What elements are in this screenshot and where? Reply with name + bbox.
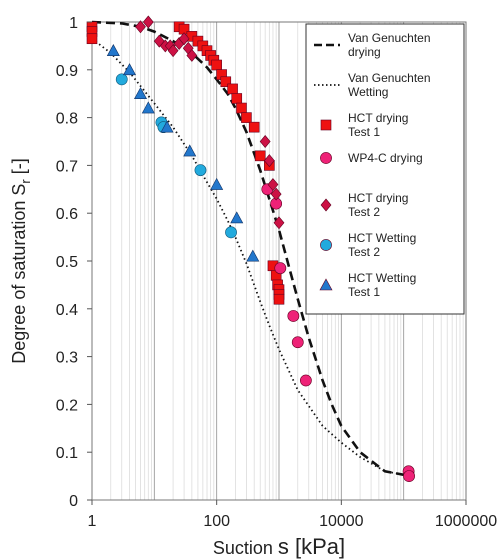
data-point [227, 83, 238, 95]
data-point [194, 164, 207, 177]
data-point [135, 20, 146, 34]
y-tick-label: 0.1 [56, 445, 78, 462]
y-axis-label-unit: [-] [9, 158, 29, 179]
data-point [115, 73, 128, 86]
series-5 [115, 73, 237, 239]
legend-label: WP4-C drying [348, 151, 423, 165]
y-axis-label: Degree of saturation Sr [-] [9, 158, 33, 363]
data-point [274, 262, 287, 275]
data-point [211, 59, 222, 71]
y-tick-label: 0.4 [56, 302, 78, 319]
y-tick-label: 1 [69, 15, 78, 32]
series-0 [91, 20, 412, 478]
legend-swatch [320, 119, 332, 131]
data-point [167, 44, 179, 58]
legend-label: drying [348, 45, 381, 59]
series-line [91, 37, 411, 477]
data-point [106, 44, 120, 56]
legend-swatch [319, 278, 333, 291]
y-tick-label: 0.6 [56, 206, 78, 223]
legend-item: WP4-C drying [320, 151, 423, 165]
legend-label: HCT Wetting [348, 271, 416, 285]
y-axis-label-text: Degree of saturation S [9, 184, 29, 364]
axes: 1 100 10000 1000000 0 0.1 0.2 0.3 0.4 0.5 0.6 0.7 0.… [56, 15, 497, 530]
y-tick-label: 0.8 [56, 111, 78, 128]
legend-label: HCT drying [348, 191, 408, 205]
legend-swatch [320, 152, 332, 164]
data-point [403, 470, 415, 482]
legend-label: Van Genuchten [348, 71, 431, 85]
data-point [273, 293, 285, 305]
data-point [133, 87, 148, 99]
series-6 [106, 44, 260, 262]
x-tick-label: 1 [88, 513, 97, 530]
legend-label: Wetting [348, 85, 388, 99]
series-1 [91, 37, 411, 477]
legend-label: Test 2 [348, 245, 380, 259]
data-point [142, 15, 154, 29]
data-point [160, 120, 174, 133]
data-point [183, 144, 197, 157]
y-tick-label: 0.5 [56, 254, 78, 271]
x-tick-label: 100 [203, 513, 230, 530]
data-point [141, 101, 155, 114]
data-point [231, 93, 243, 104]
x-tick-label: 1000000 [435, 513, 497, 530]
data-point [236, 102, 247, 114]
data-point [248, 121, 260, 133]
data-point [299, 374, 312, 387]
data-point [263, 154, 275, 168]
legend-label: HCT Wetting [348, 231, 416, 245]
series-2 [86, 21, 285, 305]
legend-swatch [320, 239, 332, 251]
x-axis-label: Suction s [kPa] [213, 534, 345, 559]
data-point [186, 48, 198, 62]
series-line [91, 20, 412, 478]
legend-label: Van Genuchten [348, 31, 431, 45]
data-point [246, 249, 260, 262]
data-point [273, 216, 285, 230]
data-point [210, 177, 224, 190]
legend-swatch [320, 198, 332, 212]
legend-label: Test 1 [348, 285, 380, 299]
y-tick-label: 0.2 [56, 397, 78, 414]
y-tick-label: 0.7 [56, 158, 78, 175]
series-layer [86, 15, 415, 482]
data-point [287, 310, 300, 322]
legend-box [305, 23, 465, 315]
y-tick-label: 0 [69, 493, 78, 510]
data-point [270, 187, 282, 201]
data-point [254, 150, 266, 162]
data-point [178, 32, 190, 46]
y-tick-label: 0.3 [56, 350, 78, 367]
series-3 [261, 183, 415, 482]
data-point [225, 226, 237, 239]
data-point [267, 178, 279, 191]
y-tick-label: 0.9 [56, 63, 78, 80]
x-axis-label-symbol: s [278, 534, 289, 559]
y-axis-label-sub: r [18, 179, 33, 184]
data-point [259, 135, 271, 148]
x-tick-label: 10000 [319, 513, 364, 530]
legend-label: HCT drying [348, 111, 408, 125]
legend-label: Test 1 [348, 125, 380, 139]
data-point [291, 336, 304, 349]
x-axis-label-prefix: Suction [213, 538, 278, 558]
series-4 [135, 15, 285, 230]
data-point [230, 211, 244, 224]
legend-label: Test 2 [348, 205, 380, 219]
data-point [123, 63, 137, 76]
data-point [220, 76, 232, 88]
x-axis-label-unit: [kPa] [289, 534, 345, 559]
data-point [86, 33, 98, 45]
data-point [241, 112, 252, 123]
